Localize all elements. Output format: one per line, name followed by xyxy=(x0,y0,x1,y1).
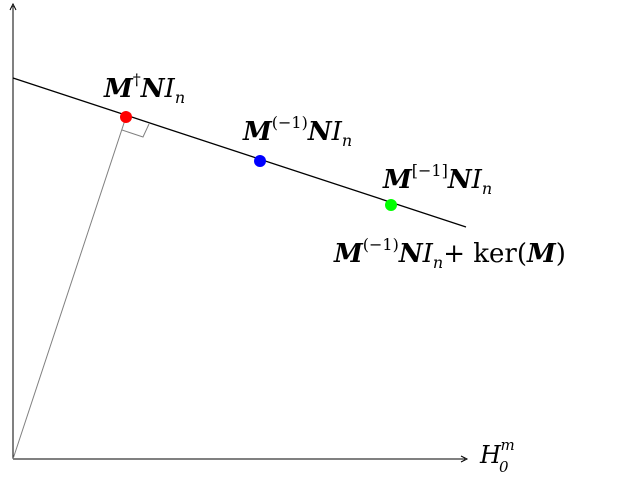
label-moore-penrose: M†NIn xyxy=(103,70,185,107)
x-axis-label-sup: m xyxy=(500,436,514,454)
x-axis-label-sub: 0 xyxy=(499,458,509,476)
line-label: M(−1)NIn+ ker(M) xyxy=(333,235,566,272)
projection-segment xyxy=(13,117,126,459)
x-axis-label: H0m xyxy=(479,436,515,476)
point-moore-penrose xyxy=(120,111,132,123)
point-inverse xyxy=(254,155,266,167)
label-inverse: M(−1)NIn xyxy=(242,113,352,150)
right-angle-marker xyxy=(122,124,149,137)
affine-line xyxy=(13,78,466,227)
label-bracket-inverse: M[−1]NIn xyxy=(382,161,492,198)
point-bracket-inverse xyxy=(385,199,397,211)
